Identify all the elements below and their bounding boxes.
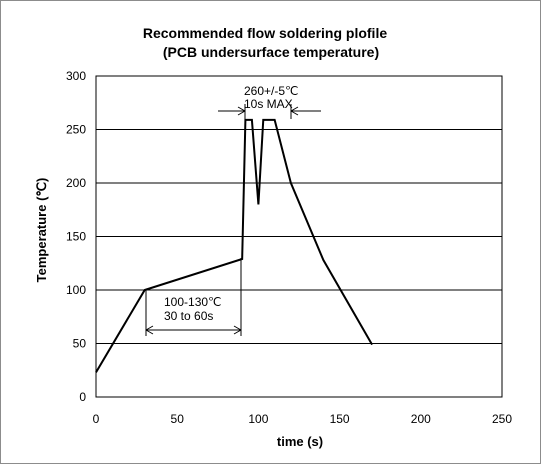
peak-arrowhead-right xyxy=(290,106,299,116)
peak-annotation: 260+/-5℃ 10s MAX xyxy=(218,84,321,119)
x-tick-label-50: 50 xyxy=(171,412,185,426)
y-axis-label: Temperature (℃) xyxy=(34,178,49,283)
chart-title: Recommended flow soldering plofile xyxy=(143,25,387,41)
plot-area xyxy=(95,75,503,398)
x-tick-label-0: 0 xyxy=(93,412,100,426)
preheat-annotation: 100-130℃ 30 to 60s xyxy=(145,258,242,336)
y-tick-label-200: 200 xyxy=(66,176,86,190)
x-tick-label-150: 150 xyxy=(330,412,350,426)
peak-annotation-line1: 260+/-5℃ xyxy=(244,84,299,98)
chart-subtitle: (PCB undersurface temperature) xyxy=(163,44,379,60)
y-tick-label-250: 250 xyxy=(66,123,86,137)
x-tick-label-200: 200 xyxy=(411,412,431,426)
x-tick-label-100: 100 xyxy=(248,412,268,426)
preheat-annotation-line1: 100-130℃ xyxy=(164,295,222,309)
y-tick-label-50: 50 xyxy=(73,337,87,351)
peak-annotation-line2: 10s MAX xyxy=(244,97,293,111)
y-tick-label-150: 150 xyxy=(66,230,86,244)
peak-arrowhead-left xyxy=(237,106,246,116)
preheat-annotation-line2: 30 to 60s xyxy=(164,309,213,323)
preheat-arrowhead-left xyxy=(145,325,154,335)
x-axis-label: time (s) xyxy=(277,434,323,449)
y-tick-label-300: 300 xyxy=(66,69,86,83)
series-group xyxy=(95,118,373,373)
y-tick-labels: 0 50 100 150 200 250 300 xyxy=(66,69,86,404)
y-tick-label-0: 0 xyxy=(79,390,86,404)
grid-lines xyxy=(96,129,502,344)
preheat-arrowhead-right xyxy=(233,325,242,335)
series-line-0 xyxy=(95,118,373,373)
x-tick-label-250: 250 xyxy=(492,412,512,426)
y-tick-label-100: 100 xyxy=(66,283,86,297)
x-tick-labels: 0 50 100 150 200 250 xyxy=(93,412,513,426)
